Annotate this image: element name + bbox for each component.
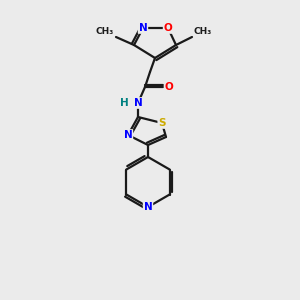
- Text: CH₃: CH₃: [193, 27, 211, 36]
- Text: N: N: [124, 130, 132, 140]
- Text: N: N: [144, 202, 152, 212]
- Text: H: H: [120, 98, 128, 108]
- Text: O: O: [164, 23, 172, 33]
- Text: N: N: [134, 98, 142, 108]
- Text: S: S: [158, 118, 166, 128]
- Text: N: N: [139, 23, 147, 33]
- Text: O: O: [165, 82, 173, 92]
- Text: CH₃: CH₃: [96, 27, 114, 36]
